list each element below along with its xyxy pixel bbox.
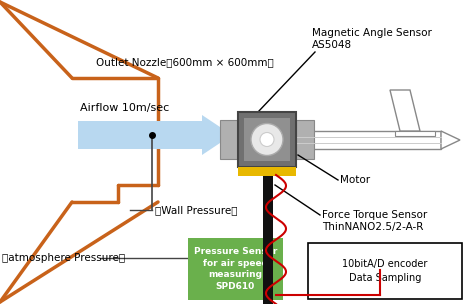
Polygon shape bbox=[390, 90, 420, 131]
Text: Magnetic Angle Sensor
AS5048: Magnetic Angle Sensor AS5048 bbox=[312, 28, 432, 50]
Bar bbox=[220, 120, 238, 159]
Bar bbox=[188, 238, 283, 300]
Bar bbox=[395, 131, 435, 136]
Text: 10bitA/D encoder
Data Sampling: 10bitA/D encoder Data Sampling bbox=[342, 259, 428, 283]
Text: （atmosphere Pressure）: （atmosphere Pressure） bbox=[2, 253, 125, 263]
Text: （Wall Pressure）: （Wall Pressure） bbox=[155, 205, 237, 215]
Text: Airflow 10m/sec: Airflow 10m/sec bbox=[80, 103, 169, 113]
Text: Outlet Nozzle（600mm × 600mm）: Outlet Nozzle（600mm × 600mm） bbox=[96, 57, 274, 67]
Text: Pressure Sensor
for air speed
measuring
SPD610: Pressure Sensor for air speed measuring … bbox=[194, 247, 277, 291]
Bar bbox=[296, 120, 314, 159]
Circle shape bbox=[251, 123, 283, 156]
Bar bbox=[244, 118, 290, 161]
Bar bbox=[263, 170, 273, 304]
Text: Force Torque Sensor
ThinNANO2.5/2-A-R: Force Torque Sensor ThinNANO2.5/2-A-R bbox=[322, 210, 427, 232]
Circle shape bbox=[260, 133, 274, 147]
Bar bbox=[296, 131, 441, 149]
Text: Motor: Motor bbox=[340, 175, 370, 185]
Bar bbox=[238, 112, 296, 167]
Polygon shape bbox=[202, 115, 232, 155]
FancyBboxPatch shape bbox=[308, 243, 462, 299]
Bar bbox=[238, 167, 296, 176]
Polygon shape bbox=[441, 131, 460, 149]
Bar bbox=[78, 121, 202, 149]
